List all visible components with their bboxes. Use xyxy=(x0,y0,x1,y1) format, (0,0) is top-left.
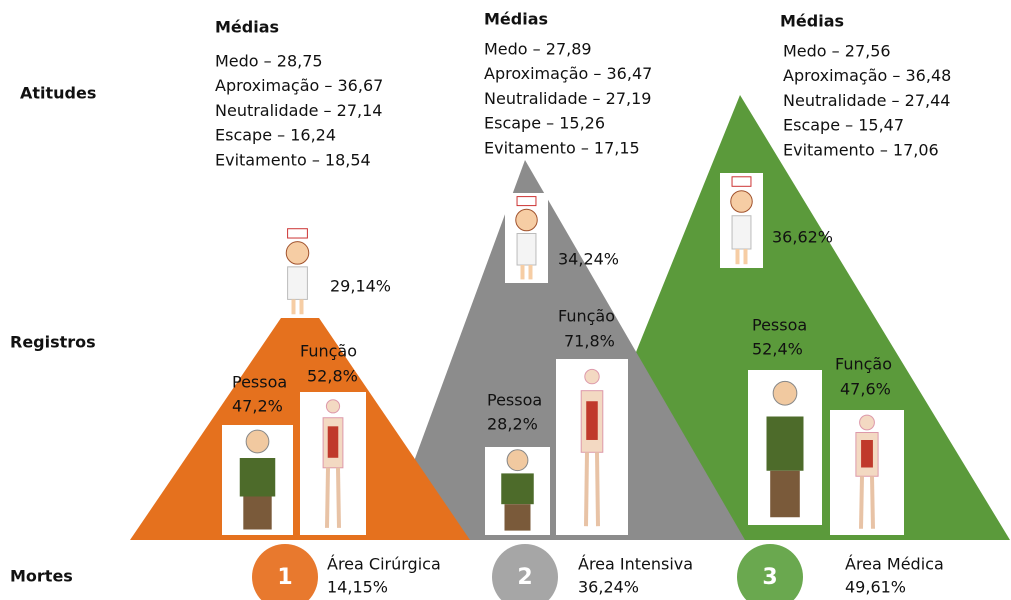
death-percent: 14,15% xyxy=(327,578,388,597)
anatomy-organs xyxy=(328,426,339,457)
area-number: 2 xyxy=(517,565,532,590)
pessoa-label: Pessoa xyxy=(487,391,542,410)
nurse-cap xyxy=(288,229,308,238)
person-body xyxy=(767,417,804,471)
funcao-label: Função xyxy=(300,342,357,361)
person-legs xyxy=(243,497,271,530)
nurse-body xyxy=(517,234,536,266)
nurse-percent: 29,14% xyxy=(330,277,391,296)
infographic: Atitudes Registros Mortes Médias Medo – 2… xyxy=(0,0,1011,600)
pessoa-percent: 28,2% xyxy=(487,415,538,434)
attitude-mean: Aproximação – 36,47 xyxy=(484,64,652,83)
person-head xyxy=(507,450,528,471)
area-name: Área Cirúrgica xyxy=(327,555,441,574)
anatomy-head xyxy=(326,400,339,413)
area-name: Área Médica xyxy=(845,555,944,574)
attitude-mean: Medo – 27,89 xyxy=(484,40,592,59)
nurse-head xyxy=(286,242,309,265)
area-name: Área Intensiva xyxy=(578,555,693,574)
funcao-label: Função xyxy=(558,307,615,326)
funcao-label: Função xyxy=(835,355,892,374)
attitude-mean: Neutralidade – 27,14 xyxy=(215,101,382,120)
funcao-percent: 47,6% xyxy=(840,380,891,399)
attitude-mean: Neutralidade – 27,19 xyxy=(484,89,651,108)
nurse-cap xyxy=(517,197,536,206)
person-head xyxy=(773,381,797,405)
attitude-mean: Escape – 15,47 xyxy=(783,116,904,135)
person-legs xyxy=(505,504,531,530)
anatomy-leg xyxy=(861,476,862,529)
funcao-percent: 71,8% xyxy=(564,332,615,351)
anatomy-head xyxy=(860,415,875,430)
person-legs xyxy=(770,471,800,518)
area-number: 1 xyxy=(277,565,292,590)
attitude-mean: Aproximação – 36,67 xyxy=(215,76,383,95)
heading: Médias xyxy=(484,10,548,29)
death-percent: 36,24% xyxy=(578,578,639,597)
person-body xyxy=(240,458,276,497)
person-icon xyxy=(485,447,550,535)
row-label: Registros xyxy=(10,333,96,352)
death-percent: 49,61% xyxy=(845,578,906,597)
pessoa-percent: 52,4% xyxy=(752,340,803,359)
anatomy-organs xyxy=(861,440,873,468)
anatomy-leg xyxy=(338,468,339,528)
anatomy-leg xyxy=(327,468,328,528)
attitude-mean: Evitamento – 17,15 xyxy=(484,138,640,157)
anatomy-icon xyxy=(300,392,366,535)
attitude-mean: Neutralidade – 27,44 xyxy=(783,91,950,110)
anatomy-icon xyxy=(830,410,904,535)
nurse-percent: 36,62% xyxy=(772,228,833,247)
heading: Médias xyxy=(215,18,279,37)
nurse-icon xyxy=(505,193,548,283)
pessoa-label: Pessoa xyxy=(752,316,807,335)
nurse-icon xyxy=(275,225,320,318)
person-body xyxy=(501,473,534,504)
attitude-mean: Aproximação – 36,48 xyxy=(783,66,951,85)
person-icon xyxy=(748,370,822,525)
attitude-mean: Medo – 27,56 xyxy=(783,42,891,61)
anatomy-head xyxy=(585,369,599,383)
nurse-body xyxy=(288,267,308,300)
anatomy-icon xyxy=(556,359,628,535)
attitude-mean: Medo – 28,75 xyxy=(215,52,323,71)
attitude-mean: Evitamento – 17,06 xyxy=(783,140,939,159)
anatomy-leg xyxy=(872,476,873,529)
nurse-percent: 34,24% xyxy=(558,250,619,269)
anatomy-leg xyxy=(597,452,598,526)
area-number: 3 xyxy=(762,565,777,590)
nurse-icon xyxy=(720,173,763,268)
nurse-head xyxy=(516,209,538,231)
attitude-mean: Evitamento – 18,54 xyxy=(215,150,371,169)
anatomy-leg xyxy=(586,452,587,526)
pessoa-label: Pessoa xyxy=(232,373,287,392)
heading: Médias xyxy=(780,12,844,31)
person-head xyxy=(246,430,269,453)
nurse-body xyxy=(732,216,751,249)
pessoa-percent: 47,2% xyxy=(232,397,283,416)
attitude-mean: Escape – 15,26 xyxy=(484,114,605,133)
nurse-cap xyxy=(732,177,751,187)
row-label: Atitudes xyxy=(20,84,96,103)
attitude-mean: Escape – 16,24 xyxy=(215,126,336,145)
anatomy-organs xyxy=(586,401,598,440)
funcao-percent: 52,8% xyxy=(307,367,358,386)
row-label: Mortes xyxy=(10,567,73,586)
nurse-head xyxy=(731,191,753,213)
person-icon xyxy=(222,425,293,535)
